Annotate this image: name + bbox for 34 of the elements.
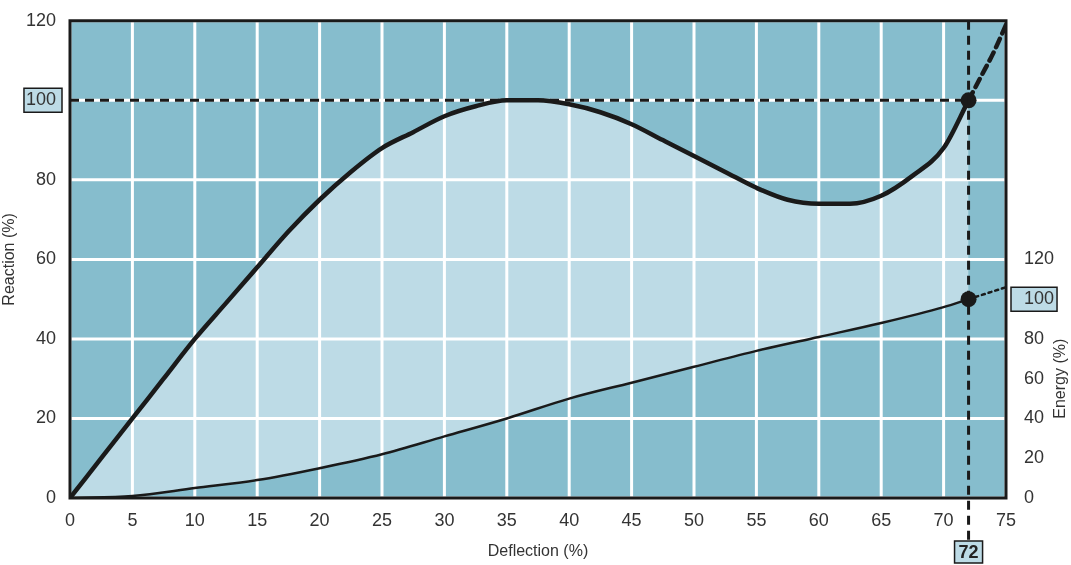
x-tick-label: 65 — [871, 509, 892, 530]
x-tick-label: 10 — [184, 509, 205, 530]
x-tick-label: 5 — [127, 509, 138, 530]
y2-tick-label: 120 — [1024, 248, 1055, 269]
y2-tick-label: 40 — [1024, 407, 1045, 428]
x-tick-label: 60 — [808, 509, 829, 530]
y-axis-title: Reaction (%) — [0, 213, 18, 306]
x-tick-label: 40 — [559, 509, 580, 530]
x-tick-label: 15 — [247, 509, 268, 530]
x-tick-label: 0 — [64, 509, 76, 530]
y2-tick-label: 100 — [1024, 288, 1055, 309]
ref-line-label: 72 — [958, 541, 979, 562]
y-tick-label: 40 — [35, 327, 56, 348]
x-tick-label: 35 — [496, 509, 517, 530]
x-tick-label: 30 — [434, 509, 455, 530]
x-tick-label: 20 — [309, 509, 330, 530]
y2-tick-label: 20 — [1024, 447, 1045, 468]
y-tick-label: 120 — [25, 9, 56, 30]
x-tick-label: 70 — [933, 509, 954, 530]
y-tick-label: 0 — [45, 486, 56, 507]
y2-tick-label: 0 — [1024, 486, 1035, 507]
y-tick-label: 80 — [35, 168, 56, 189]
y2-tick-label: 60 — [1024, 367, 1045, 388]
x-tick-label: 45 — [621, 509, 642, 530]
x-axis-title: Deflection (%) — [487, 541, 589, 559]
y-tick-label: 20 — [35, 407, 56, 428]
x-tick-label: 50 — [683, 509, 705, 530]
y2-tick-label: 80 — [1024, 327, 1045, 348]
x-tick-label: 25 — [371, 509, 393, 530]
y-tick-label: 100 — [25, 89, 56, 110]
y-tick-label: 60 — [35, 248, 56, 269]
x-tick-label: 55 — [746, 509, 767, 530]
x-tick-label: 75 — [995, 509, 1017, 530]
y2-axis-title: Energy (%) — [1051, 338, 1069, 419]
